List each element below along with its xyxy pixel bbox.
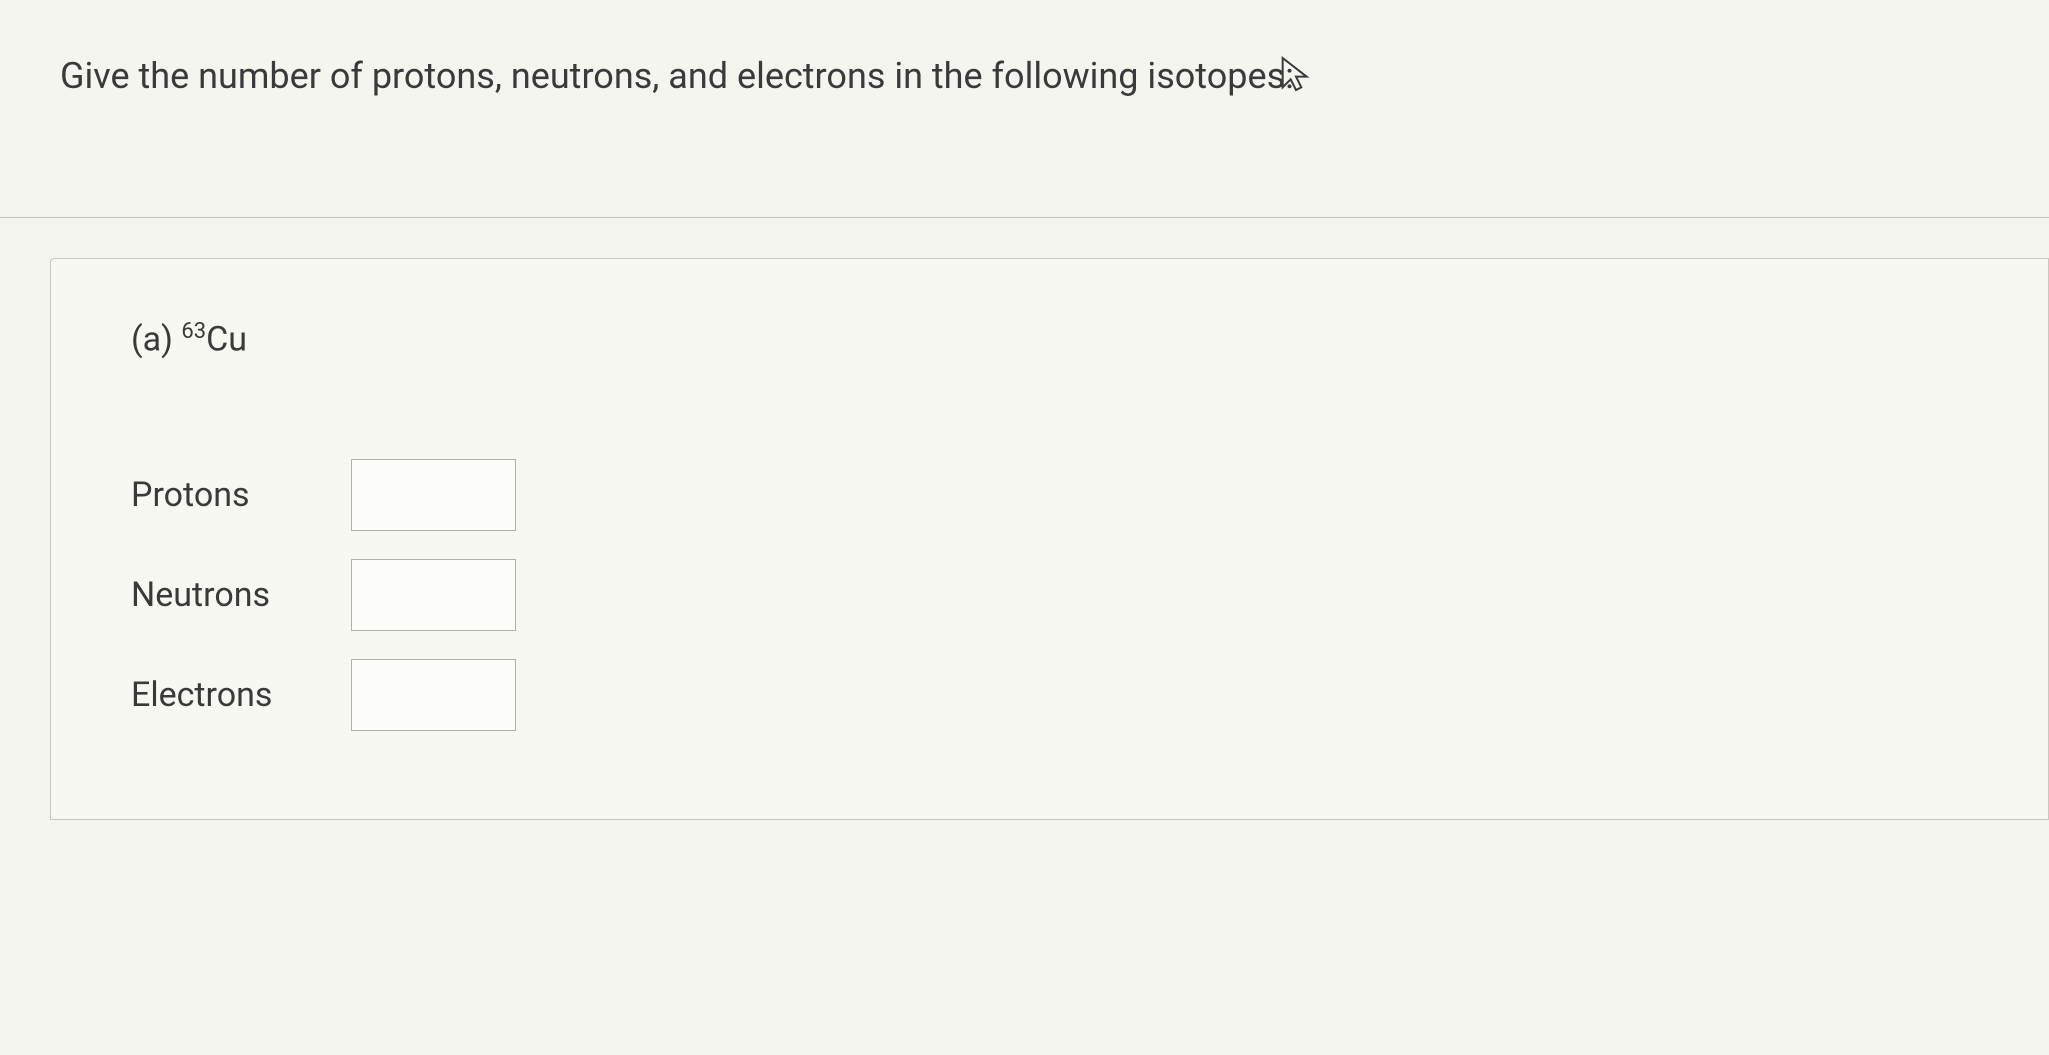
neutrons-input[interactable] (351, 559, 516, 631)
element-symbol: Cu (206, 319, 247, 359)
part-label: (a) 63Cu (131, 319, 1968, 359)
neutrons-label: Neutrons (131, 575, 331, 615)
mass-number: 63 (181, 319, 206, 344)
protons-row: Protons (131, 459, 1968, 531)
protons-label: Protons (131, 475, 331, 515)
electrons-input[interactable] (351, 659, 516, 731)
cursor-icon (1280, 55, 1312, 93)
protons-input[interactable] (351, 459, 516, 531)
electrons-row: Electrons (131, 659, 1968, 731)
electrons-label: Electrons (131, 675, 331, 715)
question-text: Give the number of protons, neutrons, an… (60, 55, 1294, 97)
question-header: Give the number of protons, neutrons, an… (0, 0, 2049, 218)
part-prefix: (a) (131, 319, 181, 359)
answer-panel: (a) 63Cu Protons Neutrons Electrons (50, 258, 2049, 820)
neutrons-row: Neutrons (131, 559, 1968, 631)
